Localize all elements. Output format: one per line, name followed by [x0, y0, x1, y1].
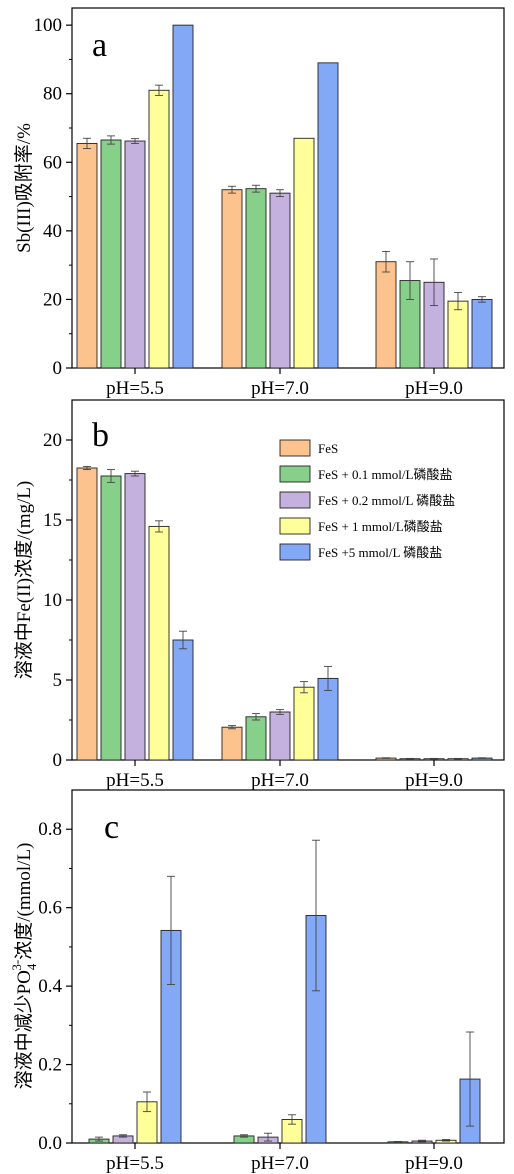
panel-b-y-axis-title: 溶液中Fe(II)浓度/(mg/L) — [13, 481, 35, 679]
legend-label: FeS + 1 mmol/L磷酸盐 — [318, 519, 443, 534]
bar-FeS_1-1 — [293, 686, 315, 761]
y-tick-label: 100 — [34, 15, 63, 36]
y-tick-label: 40 — [43, 221, 62, 242]
bar-FeS_0_2-0 — [124, 473, 146, 761]
panel-c-letter: c — [104, 809, 119, 846]
panel-b-category-labels: pH=5.5 pH=7.0 pH=9.0 — [106, 760, 463, 791]
bar-FeS_0_2-1 — [269, 192, 291, 369]
panel-a-letter: a — [92, 27, 107, 64]
bar-FeS_5-0 — [172, 24, 194, 369]
y-tick-label: 80 — [43, 84, 62, 105]
category-label: pH=5.5 — [106, 1153, 164, 1174]
y-tick-label: 0.4 — [38, 976, 62, 997]
legend-swatch-FeS_0_2 — [279, 491, 311, 509]
panel-c-ticks: 0.0 0.2 0.4 0.6 0.8 — [38, 819, 72, 1154]
category-label: pH=9.0 — [405, 770, 463, 791]
bar-FeS-1 — [221, 726, 243, 761]
bar-FeS_5-1 — [317, 62, 339, 369]
bar-FeS-1 — [221, 189, 243, 369]
legend-swatch-FeS_5 — [279, 543, 311, 561]
bar-FeS_0_1-0 — [100, 139, 122, 369]
panel-b-ticks: 0 5 10 15 20 — [43, 430, 72, 771]
bar-FeS_1-1 — [293, 137, 315, 369]
category-label: pH=7.0 — [251, 770, 309, 791]
bar-FeS-0 — [76, 142, 98, 369]
y-tick-label: 60 — [43, 152, 62, 173]
legend-swatch-FeS — [279, 439, 311, 457]
legend-swatch-FeS_1 — [279, 517, 311, 535]
panel-a-category-labels: pH=5.5 pH=7.0 pH=9.0 — [106, 368, 463, 399]
bar-FeS_0_1-0 — [100, 475, 122, 761]
legend-label: FeS + 0.1 mmol/L磷酸盐 — [318, 467, 452, 482]
panel-c-category-labels: pH=5.5 pH=7.0 pH=9.0 — [106, 1143, 463, 1174]
category-label: pH=5.5 — [106, 378, 164, 399]
panel-c-frame — [71, 789, 505, 1144]
panel-b-letter: b — [92, 417, 109, 454]
panel-b-bars — [76, 465, 493, 761]
bar-FeS_0_1-1 — [245, 716, 267, 761]
legend-swatch-FeS_0_1 — [279, 465, 311, 483]
bar-FeS_5-2 — [471, 298, 493, 369]
category-label: pH=7.0 — [251, 1153, 309, 1174]
panel-a-chart: a Sb(III)吸附率/% 0 20 40 60 80 100 pH=5.5 pH=7.0… — [13, 7, 505, 399]
panel-c-y-axis-title: 溶液中减少PO43-浓度/(mmol/L) — [9, 843, 39, 1090]
y-tick-label: 0.2 — [38, 1055, 62, 1076]
category-label: pH=9.0 — [405, 378, 463, 399]
panel-a-ticks: 0 20 40 60 80 100 — [34, 15, 72, 379]
panel-c-chart: c 溶液中减少PO43-浓度/(mmol/L) 0.00.20.40.60.8 … — [9, 789, 505, 1174]
bar-FeS_1-2 — [447, 300, 469, 369]
y-tick-label: 20 — [43, 289, 62, 310]
bar-FeS_1-0 — [148, 89, 170, 369]
y-tick-label: 0 — [53, 750, 63, 771]
y-tick-label: 0.6 — [38, 898, 62, 919]
panel-a-y-axis-title: Sb(III)吸附率/% — [13, 123, 35, 253]
bar-FeS-0 — [76, 467, 98, 761]
bar-FeS_0_2-1 — [269, 711, 291, 761]
legend-label: FeS — [318, 441, 338, 456]
y-tick-label: 0 — [53, 358, 63, 379]
category-label: pH=9.0 — [405, 1153, 463, 1174]
bar-FeS_0_1-1 — [245, 188, 267, 369]
panel-b-chart: b 溶液中Fe(II)浓度/(mg/L) 0 5 10 15 20 pH=5.5 pH=7… — [13, 399, 505, 791]
bar-FeS_5-0 — [172, 639, 194, 761]
category-label: pH=5.5 — [106, 770, 164, 791]
category-label: pH=7.0 — [251, 378, 309, 399]
y-tick-label: 20 — [43, 430, 62, 451]
bar-FeS_0_2-0 — [124, 140, 146, 369]
y-tick-label: 0.0 — [38, 1133, 62, 1154]
y-tick-label: 0.8 — [38, 819, 62, 840]
legend: FeS FeS + 0.1 mmol/L磷酸盐 FeS + 0.2 mmol/L 磷… — [279, 439, 455, 561]
legend-label: FeS + 0.2 mmol/L 磷酸盐 — [318, 493, 455, 508]
panel-c-bars — [88, 839, 481, 1144]
y-tick-label: 15 — [43, 510, 62, 531]
y-tick-label: 10 — [43, 590, 62, 611]
y-tick-label: 5 — [53, 670, 63, 691]
bar-FeS_1-0 — [148, 525, 170, 761]
legend-label: FeS +5 mmol/L 磷酸盐 — [318, 545, 442, 560]
panel-a-bars — [76, 24, 493, 369]
bar-FeS-2 — [375, 261, 397, 369]
